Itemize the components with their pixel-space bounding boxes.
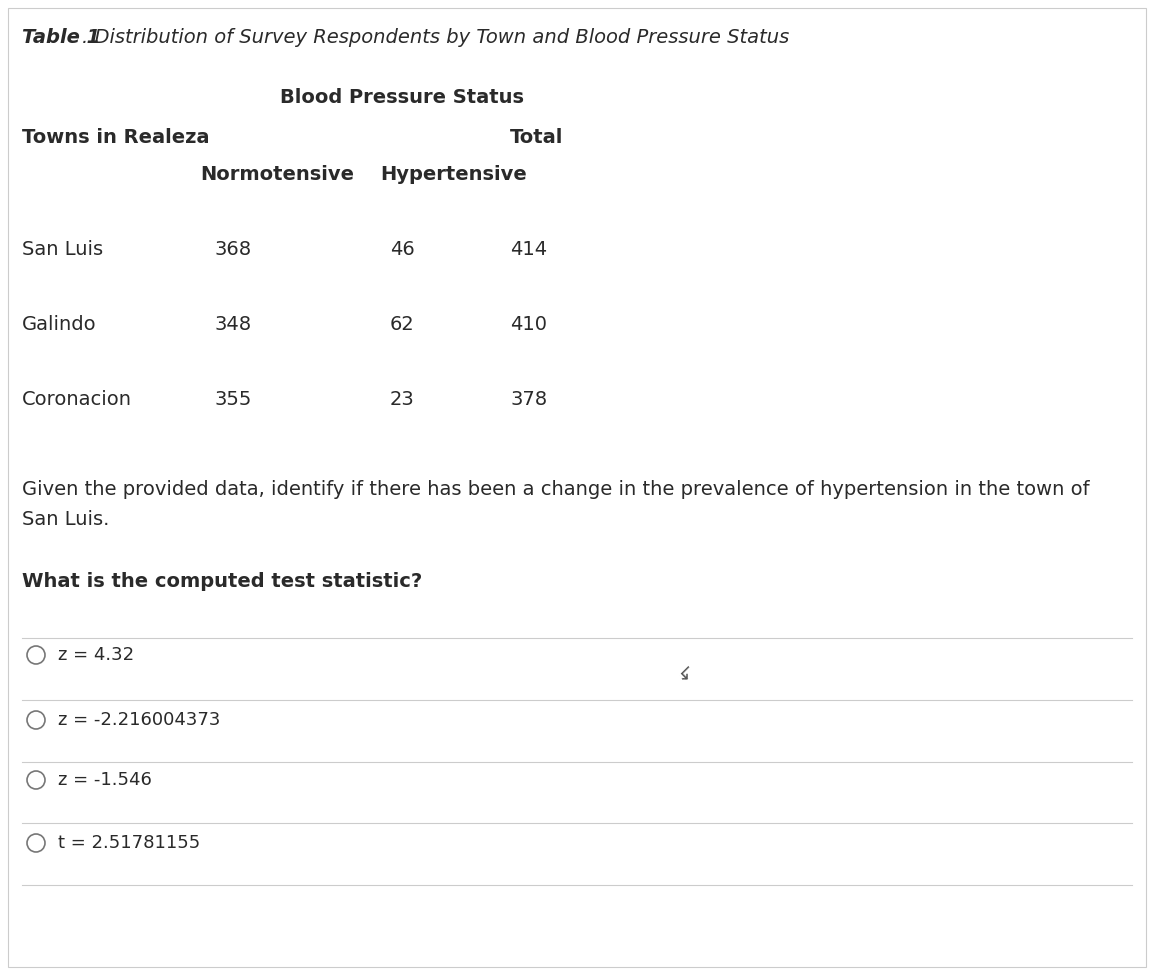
Text: . Distribution of Survey Respondents by Town and Blood Pressure Status: . Distribution of Survey Respondents by … [82,28,789,47]
Text: Towns in Realeza: Towns in Realeza [22,128,210,147]
Text: What is the computed test statistic?: What is the computed test statistic? [22,572,422,591]
Text: 62: 62 [390,315,414,334]
Text: 414: 414 [510,240,547,259]
Text: San Luis.: San Luis. [22,510,110,529]
Text: z = 4.32: z = 4.32 [58,646,134,664]
Text: ↳: ↳ [670,665,695,690]
Text: Total: Total [510,128,563,147]
Text: Blood Pressure Status: Blood Pressure Status [280,88,524,107]
Text: Coronacion: Coronacion [22,390,132,409]
Text: z = -1.546: z = -1.546 [58,771,152,789]
Text: San Luis: San Luis [22,240,103,259]
Text: 348: 348 [215,315,252,334]
Text: Table 1: Table 1 [22,28,100,47]
Text: t = 2.51781155: t = 2.51781155 [58,834,201,852]
Text: 378: 378 [510,390,547,409]
Text: 23: 23 [390,390,414,409]
Text: Galindo: Galindo [22,315,97,334]
Text: 355: 355 [215,390,253,409]
Text: Normotensive: Normotensive [200,165,354,184]
Text: 410: 410 [510,315,547,334]
Text: 368: 368 [215,240,252,259]
Text: z = -2.216004373: z = -2.216004373 [58,711,220,729]
Text: Given the provided data, identify if there has been a change in the prevalence o: Given the provided data, identify if the… [22,480,1089,499]
Text: 46: 46 [390,240,414,259]
Text: Hypertensive: Hypertensive [380,165,526,184]
